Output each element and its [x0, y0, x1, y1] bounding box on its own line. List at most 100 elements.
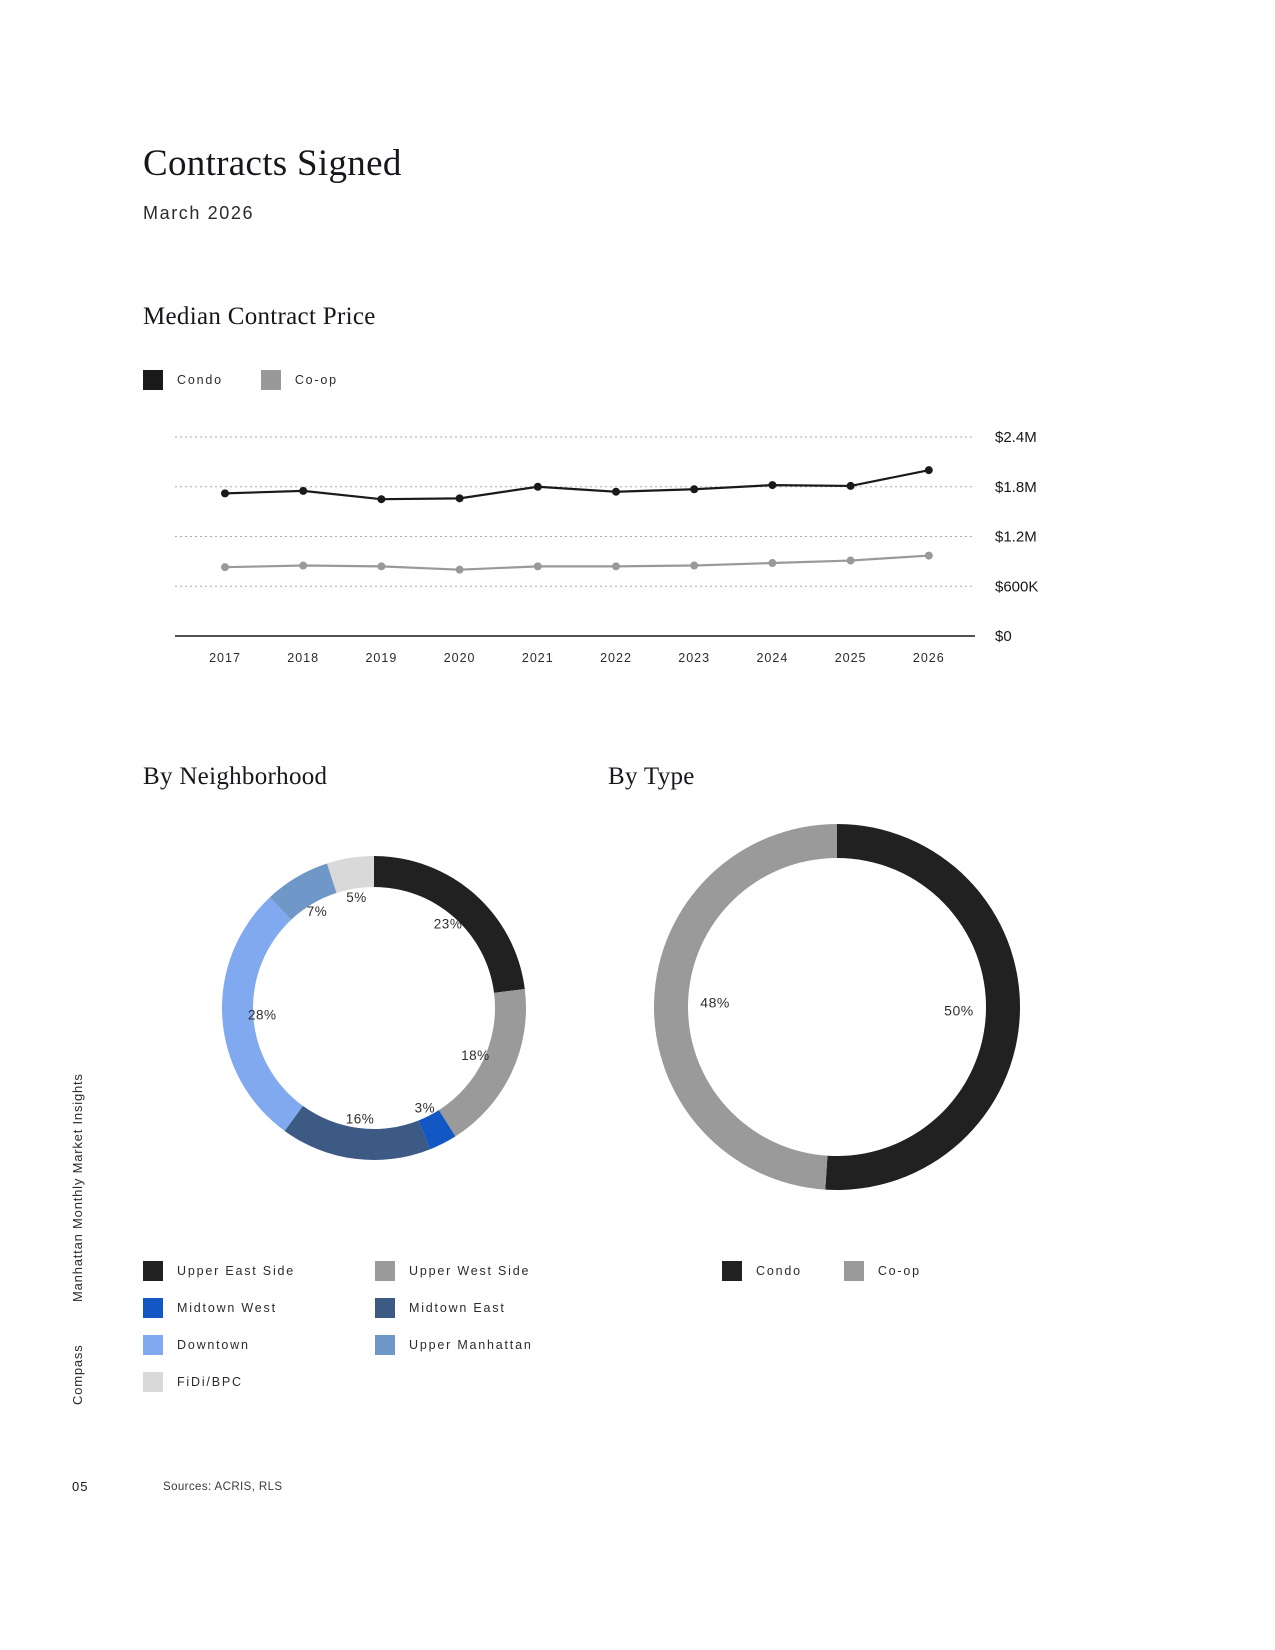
- legend-label: Midtown West: [177, 1301, 277, 1315]
- condo-swatch: [143, 370, 163, 390]
- data-point: [690, 561, 699, 570]
- x-tick-label: 2026: [913, 651, 945, 665]
- donut-segment-co-op: [654, 824, 837, 1190]
- legend-label: Midtown East: [409, 1301, 506, 1315]
- x-tick-label: 2024: [756, 651, 788, 665]
- legend-swatch: [375, 1261, 395, 1281]
- legend-swatch: [722, 1261, 742, 1281]
- donut-percent-label: 18%: [461, 1048, 490, 1063]
- neighborhood-donut-chart: 23% 18% 3% 16% 28% 7% 5%: [221, 856, 526, 1160]
- legend-item-condo: Condo: [722, 1261, 802, 1281]
- y-tick-label: $1.8M: [995, 479, 1037, 496]
- legend-item-upper-manhattan: Upper Manhattan: [375, 1335, 607, 1355]
- donut-percent-label: 50%: [944, 1002, 974, 1018]
- vertical-label-insights: Manhattan Monthly Market Insights: [70, 1073, 85, 1302]
- data-point: [768, 559, 777, 568]
- legend-swatch: [843, 1261, 864, 1281]
- data-point: [690, 485, 699, 494]
- donut-segment-fidi-bpc: [327, 856, 374, 893]
- donut-segment-midtown-west: [418, 1110, 456, 1150]
- legend-column: Upper West Side Midtown East Upper Manhatt…: [375, 1261, 607, 1392]
- legend-label: Downtown: [177, 1338, 250, 1352]
- data-point: [846, 556, 855, 565]
- legend-label: Condo: [756, 1264, 802, 1278]
- series-co-op: [221, 551, 933, 574]
- line-chart-legend: Condo Co-op: [143, 370, 338, 390]
- data-point: [377, 562, 386, 571]
- data-point: [612, 562, 620, 571]
- page-number: 05: [72, 1479, 89, 1494]
- legend-item-upper-east-side: Upper East Side: [143, 1261, 375, 1281]
- data-point: [924, 551, 933, 560]
- y-tick-label: $0: [995, 628, 1012, 645]
- y-tick-label: $600K: [995, 578, 1038, 595]
- by-neighborhood-heading: By Neighborhood: [143, 763, 328, 790]
- data-point: [299, 486, 308, 495]
- donut-segment-upper-manhattan: [269, 863, 337, 920]
- data-point: [533, 482, 542, 491]
- donut-segment-upper-east-side: [374, 856, 525, 993]
- x-tick-label: 2025: [835, 651, 867, 665]
- legend-label: Upper East Side: [177, 1264, 296, 1278]
- y-tick-label: $1.2M: [995, 529, 1037, 546]
- donut-percent-label: 28%: [248, 1008, 277, 1023]
- data-point: [533, 562, 542, 571]
- x-tick-label: 2017: [209, 651, 241, 665]
- neighborhood-legend: Upper East Side Midtown West Downtown FiDi/…: [143, 1261, 607, 1392]
- coop-swatch: [260, 370, 281, 390]
- data-point: [299, 561, 308, 570]
- legend-swatch: [143, 1372, 163, 1392]
- type-legend: Condo Co-op: [722, 1261, 921, 1281]
- data-point: [377, 495, 386, 504]
- donut-segment-upper-west-side: [438, 988, 526, 1137]
- by-type-heading: By Type: [608, 763, 695, 790]
- data-point: [612, 487, 620, 496]
- legend-item-downtown: Downtown: [143, 1335, 375, 1355]
- legend-swatch: [143, 1298, 163, 1318]
- donut-percent-label: 48%: [700, 995, 730, 1011]
- legend-swatch: [375, 1298, 395, 1318]
- legend-label: FiDi/BPC: [177, 1375, 243, 1389]
- donut-percent-label: 7%: [307, 904, 328, 919]
- donut-percent-label: 5%: [346, 890, 367, 905]
- x-tick-label: 2019: [365, 651, 397, 665]
- median-price-heading: Median Contract Price: [143, 303, 376, 330]
- type-donut-chart: 50% 48%: [654, 824, 1021, 1190]
- legend-label-coop: Co-op: [294, 373, 338, 387]
- data-point: [768, 481, 777, 490]
- legend-swatch: [143, 1335, 163, 1355]
- donut-percent-label: 3%: [415, 1100, 436, 1115]
- legend-item-midtown-east: Midtown East: [375, 1298, 607, 1318]
- donut-segment-condo: [825, 824, 1021, 1190]
- legend-item-upper-west-side: Upper West Side: [375, 1261, 607, 1281]
- sources-note: Sources: ACRIS, RLS: [163, 1481, 283, 1493]
- x-tick-label: 2021: [522, 651, 554, 665]
- data-point: [221, 563, 229, 572]
- median-price-line-chart: $2.4M $1.8M $1.2M $600K $0 2017 2018 2019 2020 20…: [175, 429, 1038, 665]
- donut-segment-midtown-east: [284, 1105, 430, 1160]
- series-condo: [221, 466, 933, 504]
- donut-percent-label: 16%: [346, 1112, 375, 1127]
- data-point: [846, 481, 855, 490]
- legend-label-condo: Condo: [177, 373, 223, 387]
- data-point: [455, 494, 464, 503]
- series-line: [224, 469, 930, 501]
- page-title: Contracts Signed: [143, 143, 402, 184]
- y-tick-label: $2.4M: [995, 429, 1037, 446]
- donut-segment-downtown: [221, 897, 303, 1131]
- legend-item-coop: Co-op: [260, 370, 338, 390]
- legend-swatch: [375, 1335, 395, 1355]
- vertical-label-brand: Compass: [70, 1344, 85, 1405]
- x-tick-label: 2020: [444, 651, 476, 665]
- series-line: [224, 554, 929, 571]
- legend-item-co-op: Co-op: [843, 1261, 921, 1281]
- legend-item-fidi-bpc: FiDi/BPC: [143, 1372, 375, 1392]
- legend-label: Co-op: [877, 1264, 921, 1278]
- legend-item-midtown-west: Midtown West: [143, 1298, 375, 1318]
- data-point: [924, 466, 933, 475]
- data-point: [455, 565, 464, 574]
- donut-percent-label: 23%: [434, 916, 463, 931]
- data-point: [221, 489, 229, 498]
- legend-swatch: [143, 1261, 163, 1281]
